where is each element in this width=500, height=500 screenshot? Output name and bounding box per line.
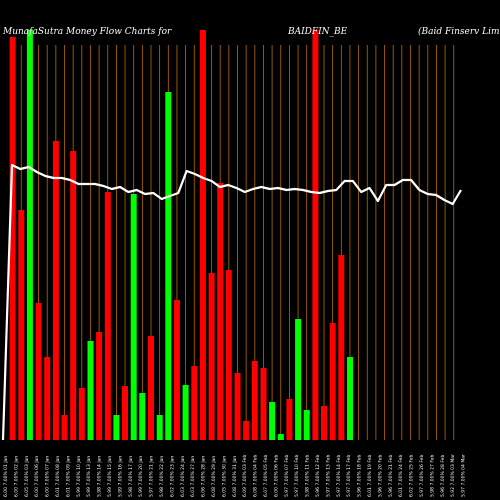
x-tick-label: 5.97 7.00% 07 Feb — [284, 455, 290, 497]
x-tick-label: 6.01 7.00% 24 Feb — [398, 455, 404, 497]
x-tick-label: 5.98 7.00% 11 Feb — [305, 455, 311, 497]
header-symbol: BAIDFIN_BE — [287, 27, 348, 37]
x-tick-label: 6.00 7.00% 06 Jan — [34, 456, 40, 497]
x-tick-label: 5.96 7.00% 21 Feb — [388, 455, 394, 497]
bar-down — [329, 323, 336, 440]
x-tick-label: 6.00 7.00% 07 Jan — [45, 456, 51, 497]
x-tick-label: 6.01 7.00% 19 Feb — [367, 455, 373, 497]
bar-up — [26, 30, 33, 440]
x-tick-label: 5.98 7.00% 22 Jan — [159, 456, 165, 497]
bar-down — [78, 388, 85, 440]
bar-up — [139, 393, 146, 440]
x-tick-label: 6.09 7.00% 03 Feb — [242, 455, 248, 497]
bar-down — [234, 373, 241, 440]
x-tick-label: 5.99 7.00% 10 Jan — [76, 456, 82, 497]
x-tick-label: 6.08 7.00% 29 Jan — [211, 456, 217, 497]
x-tick-label: 6.01 7.00% 09 Jan — [65, 456, 71, 497]
bar-down — [148, 336, 154, 440]
bar-up — [303, 410, 310, 440]
x-tick-label: 5.97 7.00% 14 Feb — [336, 455, 342, 497]
header-company: (Baid Finserv Limit — [418, 26, 500, 37]
bar-up — [156, 415, 163, 440]
bar-down — [243, 421, 250, 440]
x-tick-label: 5.97 7.00% 04 Mar — [461, 454, 467, 497]
x-tick-label: 5.97 7.00% 13 Feb — [325, 455, 331, 497]
x-tick-label: 5.97 7.00% 17 Feb — [346, 455, 352, 497]
bar-up — [295, 319, 302, 440]
bar-up — [130, 194, 137, 440]
bar-down — [251, 361, 258, 440]
x-tick-label: 6.00 7.00% 02 Jan — [13, 456, 19, 497]
bar-down — [321, 406, 327, 440]
bar-down — [18, 210, 25, 440]
x-tick-labels: 6.00 7.00% 01 Jan 6.00 7.00% 02 Jan 6.05 7… — [3, 454, 467, 497]
bar-down — [61, 415, 68, 440]
x-tick-label: 6.01 7.00% 08 Jan — [55, 456, 61, 497]
bar-down — [104, 192, 111, 440]
bar-down — [225, 270, 232, 440]
x-tick-label: 5.92 7.00% 03 Mar — [450, 454, 456, 497]
x-tick-label: 5.96 7.00% 12 Feb — [315, 455, 321, 497]
bar-down — [122, 386, 128, 440]
x-tick-label: 6.06 7.00% 28 Jan — [201, 456, 207, 497]
bar-up — [165, 92, 172, 440]
bar-down — [208, 273, 215, 440]
bar-down — [217, 183, 224, 440]
bar-up — [277, 434, 284, 440]
x-tick-label: 5.96 7.00% 28 Feb — [440, 455, 446, 497]
x-tick-label: 5.99 7.00% 20 Jan — [138, 456, 144, 497]
header-left-title: MunafaSutra Money Flow Charts for — [2, 27, 172, 37]
bar-up — [347, 357, 353, 440]
bar-up — [87, 341, 94, 440]
bar-down — [70, 151, 77, 440]
x-tick-label: 6.05 7.00% 30 Jan — [221, 456, 227, 497]
bar-down — [52, 141, 59, 440]
bar-down — [96, 332, 103, 440]
bar-down — [9, 37, 16, 440]
x-tick-label: 6.02 7.00% 23 Jan — [169, 456, 175, 497]
x-tick-label: 6.08 7.00% 31 Jan — [232, 456, 238, 497]
x-tick-label: 6.08 7.00% 04 Feb — [253, 455, 259, 497]
x-tick-label: 5.97 7.00% 10 Feb — [294, 455, 300, 497]
bar-down — [173, 300, 180, 440]
x-tick-label: 5.99 7.00% 15 Jan — [107, 456, 113, 497]
x-tick-label: 5.97 7.00% 21 Jan — [149, 456, 155, 497]
x-tick-label: 5.96 7.00% 20 Feb — [377, 455, 383, 497]
bar-down — [260, 368, 267, 440]
x-tick-label: 6.00 7.00% 01 Jan — [3, 456, 9, 497]
bar-down — [312, 30, 319, 440]
bar-down — [199, 30, 206, 440]
bar-series — [9, 30, 353, 440]
x-tick-label: 5.96 7.00% 18 Feb — [357, 455, 363, 497]
bar-down — [191, 366, 198, 440]
x-tick-label: 6.03 7.00% 24 Jan — [180, 456, 186, 497]
x-tick-label: 5.98 7.00% 17 Jan — [128, 456, 134, 497]
bar-down — [44, 357, 51, 440]
bar-up — [182, 385, 189, 440]
x-tick-label: 5.98 7.00% 14 Jan — [97, 456, 103, 497]
x-tick-label: 6.07 7.00% 05 Feb — [263, 455, 269, 497]
x-tick-label: 6.00 7.00% 06 Feb — [273, 455, 279, 497]
x-tick-label: 5.99 7.00% 16 Jan — [117, 456, 123, 497]
bar-down — [35, 303, 42, 440]
x-tick-label: 5.99 7.00% 13 Jan — [86, 456, 92, 497]
x-tick-label: 6.02 7.00% 25 Feb — [409, 455, 415, 497]
bar-up — [269, 402, 276, 440]
x-tick-label: 5.97 7.00% 26 Feb — [419, 455, 425, 497]
bar-down — [286, 399, 293, 440]
x-tick-label: 6.03 7.00% 27 Jan — [190, 456, 196, 497]
bar-up — [113, 415, 120, 440]
x-tick-label: 6.05 7.00% 03 Jan — [24, 456, 30, 497]
x-tick-label: 5.98 7.00% 27 Feb — [429, 455, 435, 497]
bar-down — [338, 255, 345, 440]
money-flow-line — [1, 163, 462, 441]
